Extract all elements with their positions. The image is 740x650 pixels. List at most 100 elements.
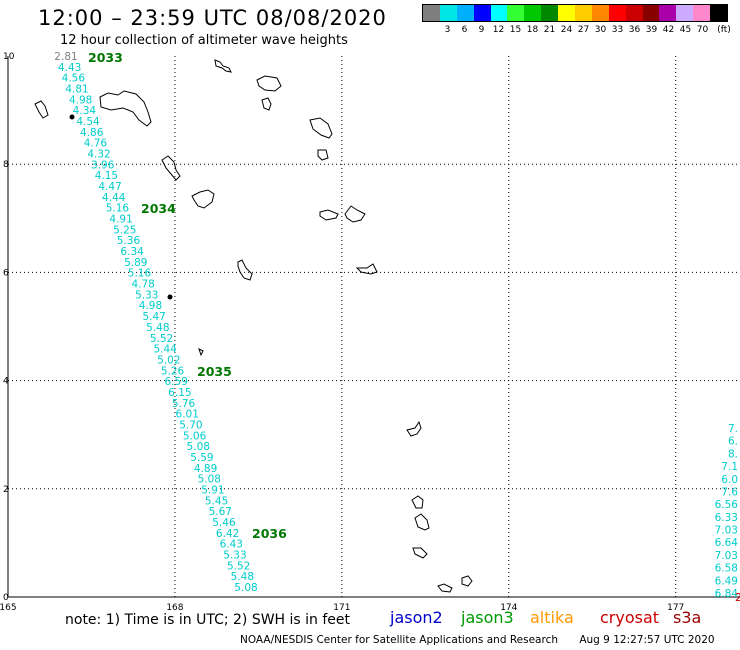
track-swh-value: 5.47: [142, 311, 165, 323]
track-swh-value: 5.16: [128, 268, 152, 280]
track-swh-value: 5.33: [135, 289, 158, 301]
island-outline: [237, 259, 253, 281]
track-swh-value: 4.76: [84, 138, 108, 150]
legend-swatch: [524, 5, 542, 21]
track-swh-value: 5.70: [179, 419, 202, 431]
legend-swatch: [423, 5, 440, 21]
track-swh-value: 5.59: [190, 452, 213, 464]
footer: NOAA/NESDIS Center for Satellite Applica…: [240, 634, 715, 646]
track-swh-value: 5.02: [157, 354, 180, 366]
track-swh-value: 4.89: [194, 463, 217, 475]
island-outline: [411, 495, 424, 509]
track-swh-value: 5.46: [212, 517, 236, 529]
track-swh-value: 5.06: [183, 430, 207, 442]
track-swh-value: 5.45: [205, 495, 228, 507]
island-outline: [319, 209, 339, 221]
track-swh-value: 5.89: [124, 257, 147, 269]
lon-tick-label: 174: [500, 603, 517, 613]
track-swh-value: 4.81: [65, 84, 88, 96]
island-dot: [69, 114, 75, 120]
track-swh-value: 7.6: [721, 486, 738, 498]
legend-swatch: [558, 5, 576, 21]
legend-swatch: [625, 5, 643, 21]
lat-tick-label: 10: [3, 52, 15, 62]
legend-label: 30: [594, 25, 607, 35]
track-swh-value: 5.08: [234, 582, 257, 594]
track-swh-value: 6.15: [168, 387, 191, 399]
legend-swatch: [473, 5, 491, 21]
track-swh-value: 6.58: [715, 563, 738, 575]
track-swh-value: 4.98: [139, 300, 162, 312]
island-outline: [309, 117, 333, 139]
track-swh-value: 6.59: [165, 376, 188, 388]
legend-swatch: [541, 5, 559, 21]
track-swh-value: 4.91: [109, 214, 132, 226]
legend-swatch: [439, 5, 457, 21]
track-swh-value: 6.84: [715, 588, 739, 600]
track-swh-value: 4.86: [80, 127, 104, 139]
track-swh-value: 5.44: [153, 344, 177, 356]
track-swh-value: 4.34: [73, 105, 97, 117]
wave-height-legend: 3 6 9 12 15 18 21 24 27 30 33 36 39 42 45 70 (ft): [422, 4, 731, 42]
track-swh-value: 6.43: [220, 539, 243, 551]
track-swh-value: 5.76: [172, 398, 196, 410]
lon-tick-label: 165: [0, 603, 17, 613]
lat-tick-label: 2: [3, 485, 9, 495]
map-note: note: 1) Time is in UTC; 2) SWH is in fe…: [65, 612, 351, 628]
island-outline: [344, 205, 366, 223]
track-swh-value: 6.34: [120, 246, 144, 258]
legend-swatch: [710, 5, 728, 21]
lon-tick-label: 171: [333, 603, 350, 613]
track-time-label: 2034: [141, 201, 176, 216]
track-swh-value: 5.91: [201, 484, 224, 496]
legend-label: 21: [543, 25, 556, 35]
island-outline: [355, 263, 378, 275]
lat-tick-label: 6: [3, 268, 9, 278]
lat-tick-label: 4: [3, 377, 9, 387]
track-time-label: 2033: [88, 50, 123, 65]
island-outline: [412, 547, 428, 559]
track-swh-value: 5.26: [161, 365, 185, 377]
track-swh-value: 6.64: [715, 537, 739, 549]
legend-swatch: [490, 5, 508, 21]
legend-label: 33: [611, 25, 624, 35]
track-swh-value: 5.48: [146, 322, 169, 334]
legend-swatch: [575, 5, 592, 21]
footer-timestamp: Aug 9 12:27:57 UTC 2020: [579, 634, 715, 646]
island-outline: [406, 420, 422, 437]
track-swh-value: 7.03: [715, 550, 738, 562]
legend-label: 39: [645, 25, 658, 35]
legend-swatch: [456, 5, 474, 21]
island-outline: [214, 59, 232, 73]
legend-label: 15: [509, 25, 522, 35]
track-swh-value: 5.36: [117, 235, 141, 247]
satellite-jason3: jason3: [461, 608, 514, 627]
track-swh-value: 4.43: [58, 62, 81, 74]
track-swh-value: 4.56: [62, 73, 86, 85]
footer-credit: NOAA/NESDIS Center for Satellite Applica…: [240, 634, 558, 646]
track-swh-value: 5.16: [106, 203, 130, 215]
legend-swatch: [507, 5, 525, 21]
island-outline: [414, 513, 430, 531]
island-outline: [437, 583, 453, 593]
track-time-label: 2035: [197, 364, 232, 379]
track-swh-value: 5.52: [227, 560, 250, 572]
track-swh-value: 8.: [728, 448, 738, 460]
satellite-cryosat: cryosat: [600, 608, 660, 627]
track-swh-value: 6.0: [721, 474, 738, 486]
legend-label: 9: [478, 25, 485, 35]
track-swh-value: 4.47: [98, 181, 121, 193]
legend-label: 18: [526, 25, 539, 35]
legend-color-bar: [422, 4, 728, 22]
island-outline: [256, 75, 282, 92]
track-edge-mark: 2: [735, 591, 740, 604]
legend-swatch: [676, 5, 694, 21]
track-swh-value: 5.67: [209, 506, 232, 518]
track-swh-value: 5.08: [187, 441, 210, 453]
track-swh-value: 6.42: [216, 528, 239, 540]
track-swh-value: 4.98: [69, 94, 92, 106]
legend-swatch: [659, 5, 677, 21]
island-outline: [191, 189, 215, 209]
track-swh-value: 4.78: [131, 279, 154, 291]
legend-label: 45: [679, 25, 692, 35]
